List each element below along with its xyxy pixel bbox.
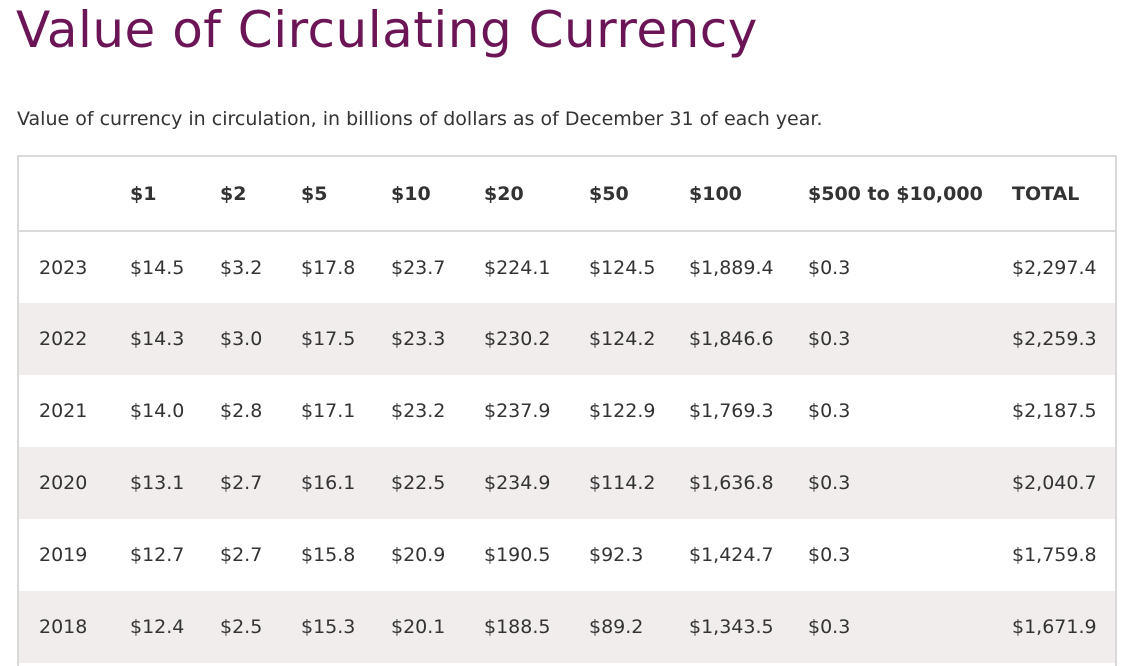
value-cell: $14.5	[130, 256, 185, 279]
column-header: $500 to $10,000	[808, 157, 1012, 232]
value-cell: $2.5	[220, 616, 263, 638]
value-cell: $224.1	[484, 256, 551, 279]
value-cell: $15.8	[301, 544, 356, 566]
table-row: 2021 $14.0 $2.8 $17.1 $23.2 $237.9 $122.9 $1,76…	[19, 375, 1115, 447]
value-cell: $12.7	[130, 544, 185, 566]
value-cell: $17.8	[301, 256, 356, 279]
value-cell: $92.3	[589, 544, 644, 566]
value-cell: $22.5	[391, 472, 446, 494]
value-cell: $2.8	[220, 400, 263, 422]
column-header: $100	[689, 157, 808, 232]
value-cell: $124.2	[589, 328, 656, 350]
currency-table-container: $1 $2 $5 $10 $20 $50 $100 $500 to $10,000 TOTAL …	[17, 155, 1117, 666]
year-cell: 2018	[39, 616, 88, 638]
value-cell: $89.2	[589, 616, 644, 638]
value-cell: $234.9	[484, 472, 551, 494]
value-cell: $23.7	[391, 256, 446, 279]
value-cell: $3.2	[220, 256, 263, 279]
value-cell: $1,846.6	[689, 328, 774, 350]
value-cell: $0.3	[808, 616, 851, 638]
column-header: TOTAL	[1012, 157, 1115, 232]
value-cell: $190.5	[484, 544, 551, 566]
value-cell: $2.7	[220, 472, 263, 494]
value-cell: $23.2	[391, 400, 446, 422]
value-cell: $1,343.5	[689, 616, 774, 638]
value-cell: $1,889.4	[689, 256, 774, 279]
column-header: $1	[130, 157, 220, 232]
value-cell: $124.5	[589, 256, 656, 279]
year-cell: 2022	[39, 328, 88, 350]
header-row: $1 $2 $5 $10 $20 $50 $100 $500 to $10,000 TOTAL	[19, 157, 1115, 232]
value-cell: $1,636.8	[689, 472, 774, 494]
total-cell: $2,187.5	[1012, 400, 1097, 422]
value-cell: $20.9	[391, 544, 446, 566]
value-cell: $2.7	[220, 544, 263, 566]
year-cell: 2023	[39, 256, 88, 279]
value-cell: $230.2	[484, 328, 551, 350]
value-cell: $17.1	[301, 400, 356, 422]
value-cell: $0.3	[808, 328, 851, 350]
value-cell: $237.9	[484, 400, 551, 422]
value-cell: $13.1	[130, 472, 185, 494]
value-cell: $188.5	[484, 616, 551, 638]
column-header: $5	[301, 157, 391, 232]
year-cell: 2020	[39, 472, 88, 494]
value-cell: $0.3	[808, 472, 851, 494]
total-cell: $2,040.7	[1012, 472, 1097, 494]
column-header-year	[19, 157, 130, 232]
value-cell: $1,769.3	[689, 400, 774, 422]
value-cell: $23.3	[391, 328, 446, 350]
total-cell: $1,671.9	[1012, 616, 1097, 638]
value-cell: $14.0	[130, 400, 185, 422]
value-cell: $14.3	[130, 328, 185, 350]
year-cell: 2021	[39, 400, 88, 422]
table-row: 2020 $13.1 $2.7 $16.1 $22.5 $234.9 $114.2 $1,63…	[19, 447, 1115, 519]
column-header: $50	[589, 157, 689, 232]
value-cell: $12.4	[130, 616, 185, 638]
table-row: 2022 $14.3 $3.0 $17.5 $23.3 $230.2 $124.2 $1,84…	[19, 303, 1115, 375]
value-cell: $17.5	[301, 328, 356, 350]
value-cell: $114.2	[589, 472, 656, 494]
page-title: Value of Circulating Currency	[16, 1, 758, 59]
value-cell: $122.9	[589, 400, 656, 422]
column-header: $10	[391, 157, 484, 232]
table-row: 2023 $14.5 $3.2 $17.8 $23.7 $224.1 $124.5 $1,88…	[19, 231, 1115, 303]
table-caption: Value of currency in circulation, in bil…	[17, 108, 823, 130]
total-cell: $2,259.3	[1012, 328, 1097, 350]
column-header: $20	[484, 157, 589, 232]
value-cell: $15.3	[301, 616, 356, 638]
value-cell: $0.3	[808, 256, 851, 279]
value-cell: $16.1	[301, 472, 356, 494]
year-cell: 2019	[39, 544, 88, 566]
currency-table: $1 $2 $5 $10 $20 $50 $100 $500 to $10,000 TOTAL …	[19, 157, 1115, 663]
value-cell: $20.1	[391, 616, 446, 638]
total-cell: $1,759.8	[1012, 544, 1097, 566]
table-body: 2023 $14.5 $3.2 $17.8 $23.7 $224.1 $124.5 $1,88…	[19, 231, 1115, 663]
value-cell: $0.3	[808, 544, 851, 566]
column-header: $2	[220, 157, 301, 232]
table-row: 2019 $12.7 $2.7 $15.8 $20.9 $190.5 $92.3 $1,424…	[19, 519, 1115, 591]
total-cell: $2,297.4	[1012, 256, 1097, 279]
value-cell: $1,424.7	[689, 544, 774, 566]
value-cell: $0.3	[808, 400, 851, 422]
value-cell: $3.0	[220, 328, 263, 350]
table-row: 2018 $12.4 $2.5 $15.3 $20.1 $188.5 $89.2 $1,343…	[19, 591, 1115, 663]
